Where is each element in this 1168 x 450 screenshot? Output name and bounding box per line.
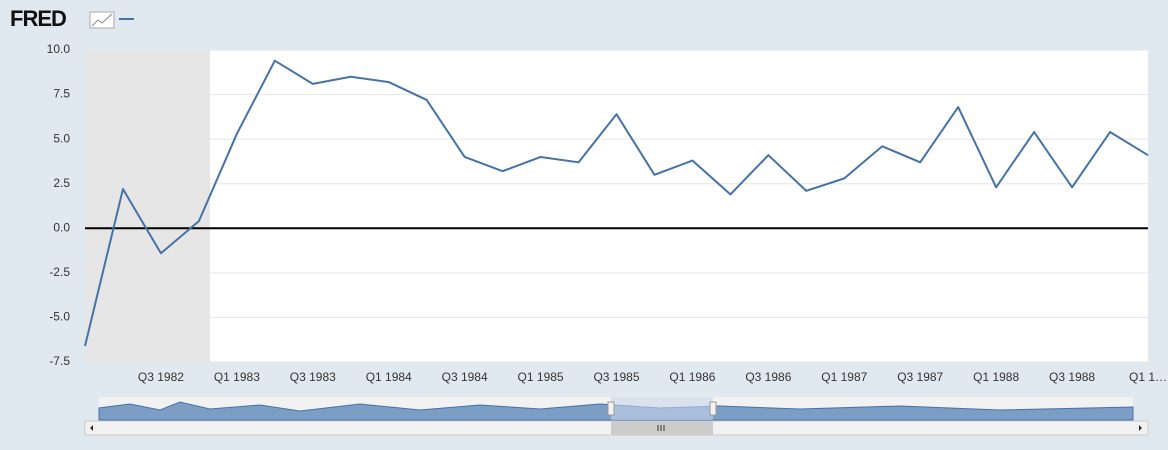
x-tick-label: Q3 1983: [290, 370, 336, 384]
navigator: [84, 397, 1149, 436]
y-tick-label: -5.0: [49, 310, 70, 324]
x-tick-label: Q1 1985: [518, 370, 564, 384]
y-tick-label: 2.5: [53, 176, 70, 190]
x-tick-label: Q3 1982: [138, 370, 184, 384]
x-tick-label: Q3 1984: [442, 370, 488, 384]
x-tick-label: Q1 1987: [821, 370, 867, 384]
x-tick-label: Q1 1986: [669, 370, 715, 384]
y-tick-label: 7.5: [53, 87, 70, 101]
y-tick-label: -7.5: [49, 354, 70, 368]
x-tick-label: Q3 1985: [593, 370, 639, 384]
x-tick-label: Q1 1…: [1129, 370, 1167, 384]
x-tick-label: Q1 1984: [366, 370, 412, 384]
y-tick-label: 5.0: [53, 131, 70, 145]
logo-icon: [89, 11, 115, 29]
recession-shading: [85, 50, 210, 362]
x-tick-label: Q1 1983: [214, 370, 260, 384]
x-tick-label: Q3 1987: [897, 370, 943, 384]
y-tick-label: 0.0: [53, 220, 70, 234]
y-tick-label: -2.5: [49, 265, 70, 279]
logo: FRED: [10, 6, 66, 31]
series-line: [84, 59, 1149, 347]
x-tick-label: Q1 1988: [973, 370, 1019, 384]
x-tick-label: Q3 1986: [745, 370, 791, 384]
plot-area: [85, 50, 1148, 362]
x-tick-label: Q3 1988: [1049, 370, 1095, 384]
y-tick-label: 10.0: [47, 42, 71, 56]
